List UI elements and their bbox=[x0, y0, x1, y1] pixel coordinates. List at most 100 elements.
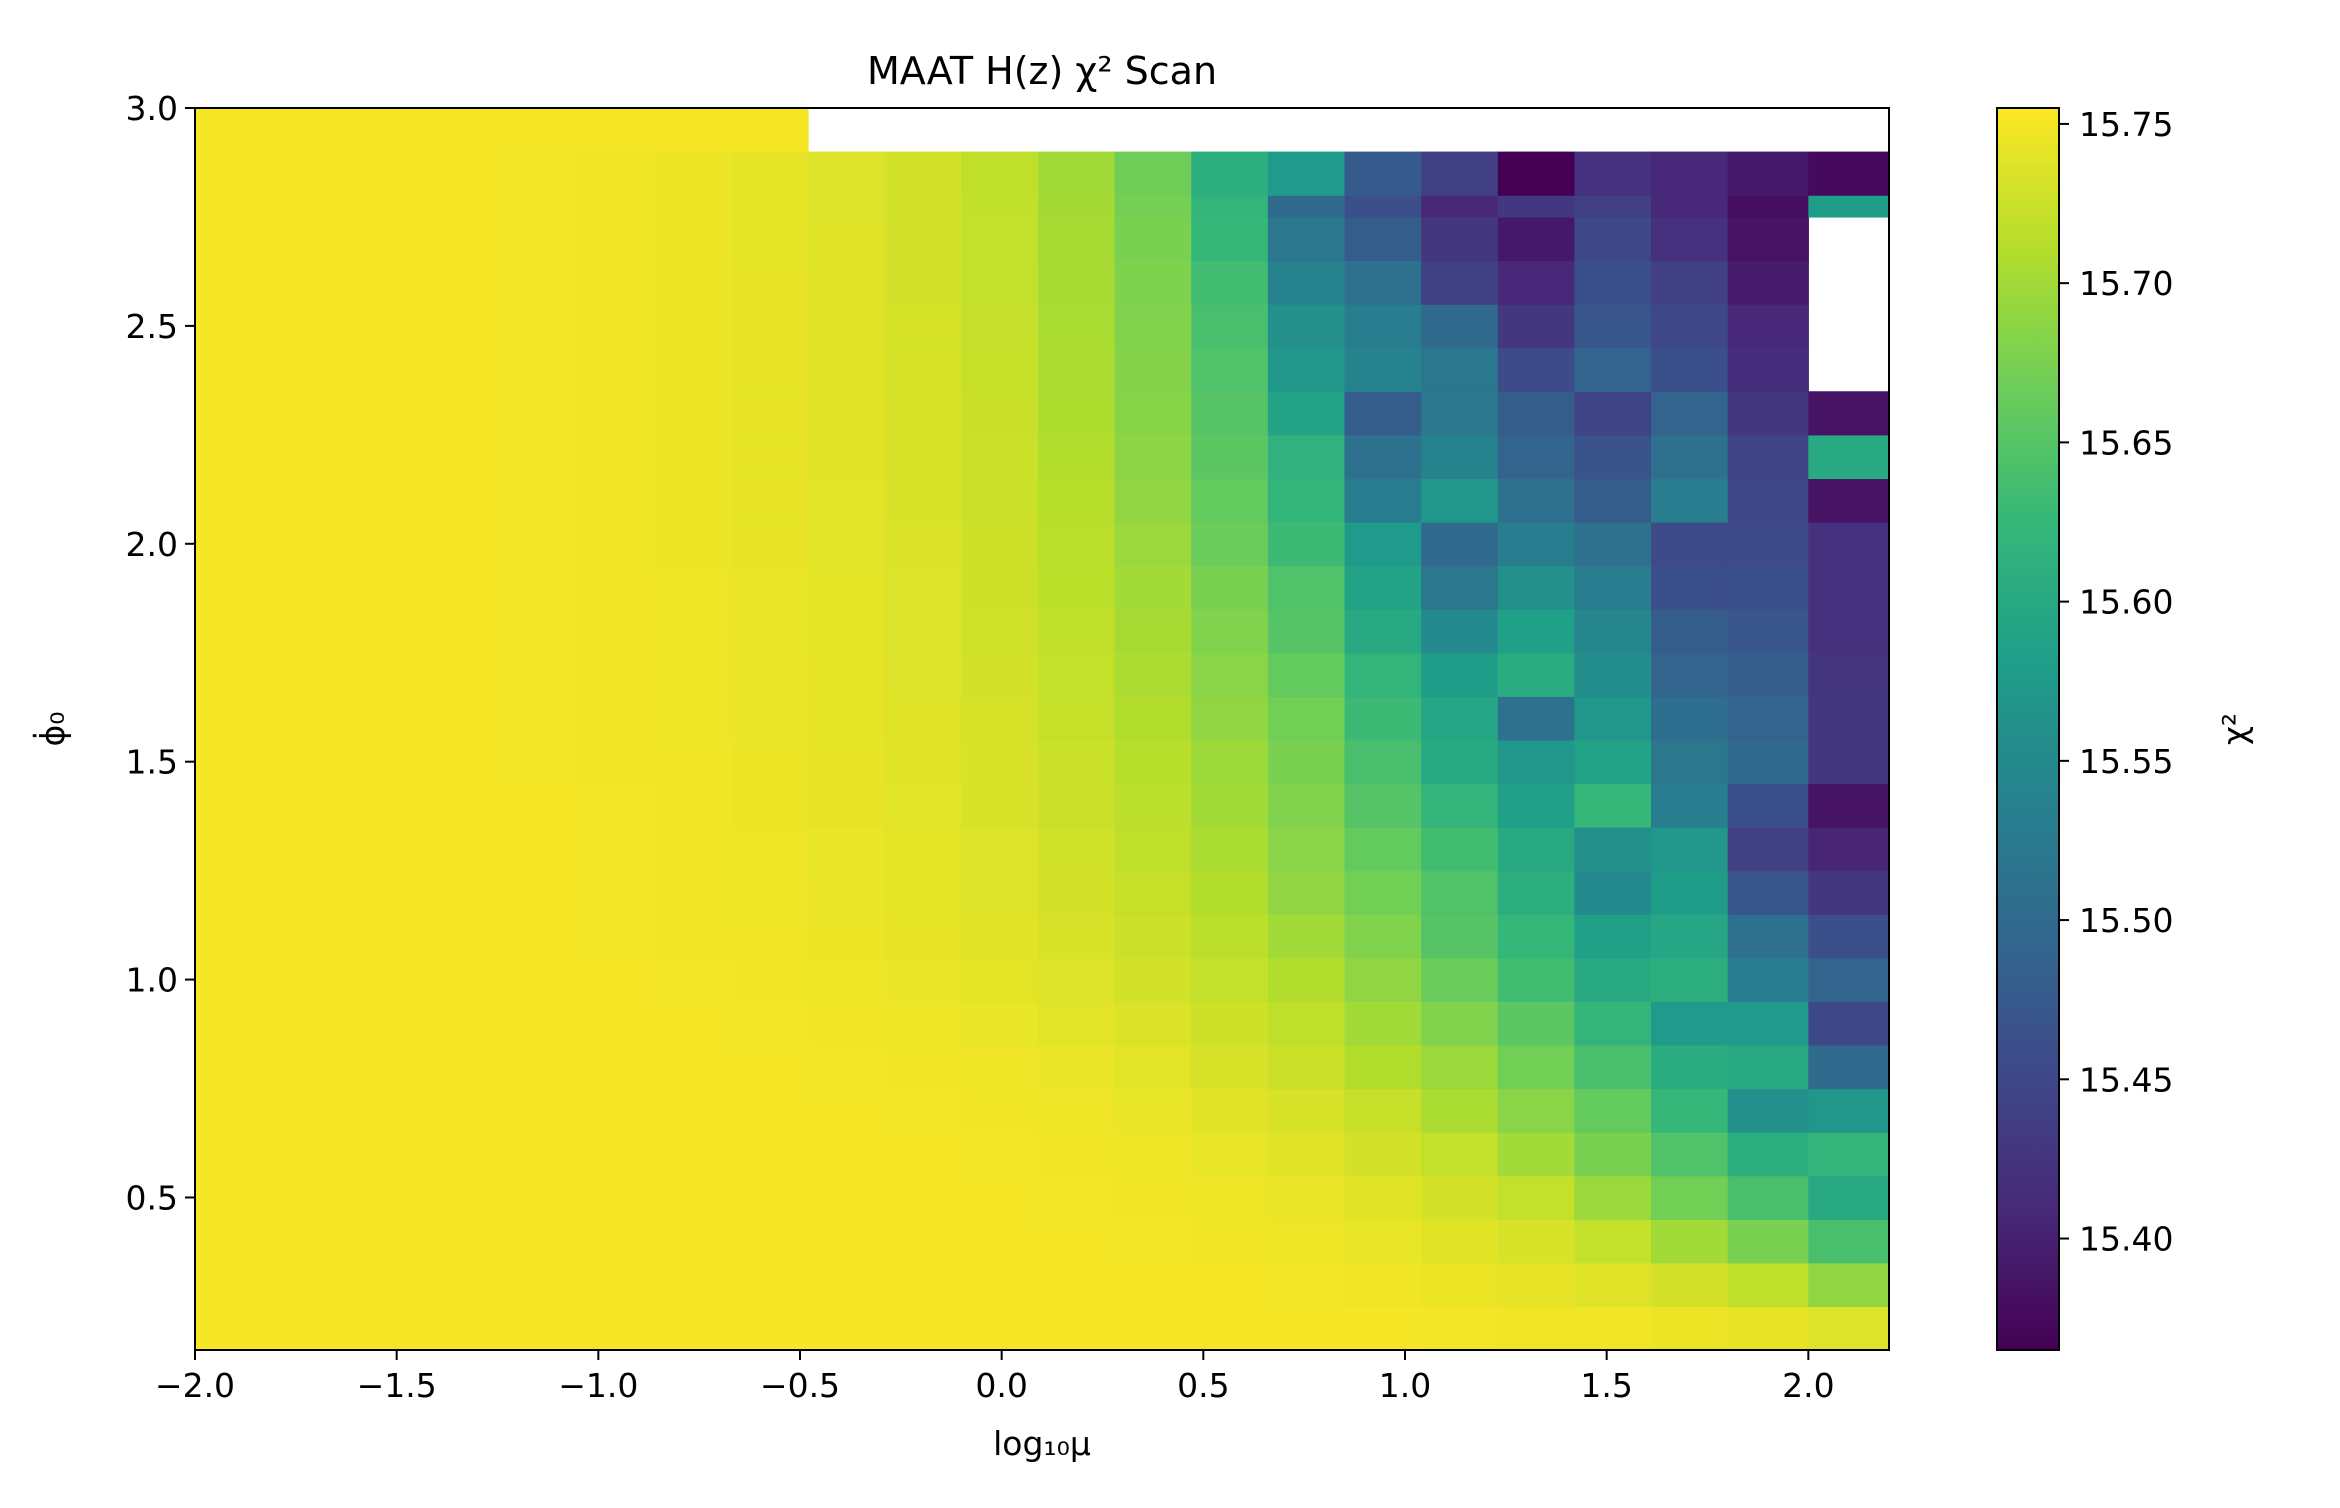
colorbar-label: χ² bbox=[2215, 713, 2254, 745]
heatmap-cell bbox=[1421, 1088, 1499, 1133]
chart-title: MAAT H(z) χ² Scan bbox=[867, 49, 1217, 93]
heatmap-cell bbox=[501, 914, 579, 959]
heatmap-cell bbox=[501, 522, 579, 567]
heatmap-cell bbox=[1497, 522, 1575, 567]
heatmap-cell bbox=[1114, 391, 1192, 436]
heatmap-cell bbox=[1727, 827, 1809, 872]
heatmap-cell bbox=[1727, 914, 1809, 959]
heatmap-cell bbox=[1651, 260, 1729, 305]
heatmap-cell bbox=[1808, 1001, 1890, 1046]
y-tick-label: 1.0 bbox=[126, 961, 178, 1000]
heatmap-cell bbox=[654, 478, 733, 523]
heatmap-cell bbox=[1267, 216, 1346, 262]
heatmap-cell bbox=[1651, 565, 1729, 610]
heatmap-cell bbox=[1727, 783, 1809, 828]
heatmap-cell bbox=[195, 434, 273, 480]
heatmap-cell bbox=[731, 565, 809, 610]
heatmap-cell bbox=[271, 195, 349, 218]
heatmap-cell bbox=[808, 195, 886, 218]
heatmap-cell bbox=[1497, 914, 1575, 959]
heatmap-cell bbox=[348, 827, 426, 872]
heatmap-cell bbox=[1574, 957, 1652, 1002]
heatmap-cell bbox=[271, 478, 349, 523]
heatmap-cell bbox=[884, 1175, 962, 1220]
heatmap-cell bbox=[1344, 151, 1422, 196]
heatmap-cell bbox=[1574, 652, 1652, 697]
heatmap-cell bbox=[195, 565, 273, 610]
heatmap-cell bbox=[424, 1001, 503, 1046]
heatmap-cell bbox=[271, 434, 349, 480]
heatmap-cell bbox=[1191, 652, 1269, 697]
heatmap-cell bbox=[1267, 1306, 1346, 1351]
heatmap-cell bbox=[1574, 391, 1652, 436]
heatmap-cell bbox=[1191, 739, 1269, 785]
heatmap-cell bbox=[1421, 391, 1499, 436]
heatmap-cell bbox=[1727, 1306, 1809, 1351]
heatmap-cell bbox=[808, 347, 886, 392]
heatmap-cell bbox=[195, 347, 273, 392]
heatmap-cell bbox=[348, 1262, 426, 1308]
heatmap-cell bbox=[1651, 1175, 1729, 1220]
heatmap-cell bbox=[424, 478, 503, 523]
heatmap-cell bbox=[731, 1306, 809, 1351]
heatmap-cell bbox=[654, 609, 733, 654]
heatmap-cell bbox=[1808, 434, 1890, 480]
heatmap-cell bbox=[578, 565, 656, 610]
x-tick-label: −1.5 bbox=[357, 1366, 437, 1405]
heatmap-cell bbox=[1037, 1001, 1116, 1046]
heatmap-cell bbox=[961, 1262, 1039, 1308]
y-axis-ticks: 0.5 1.0 1.5 2.0 2.5 3.0 bbox=[126, 89, 195, 1217]
heatmap-cell bbox=[578, 783, 656, 828]
heatmap-cell bbox=[348, 1088, 426, 1133]
heatmap-cell bbox=[731, 696, 809, 741]
heatmap-cell bbox=[1191, 957, 1269, 1002]
heatmap-cell bbox=[1267, 696, 1346, 741]
colorbar-ticks: 15.40 15.45 15.50 15.55 15.60 15.65 15.70 15.75 bbox=[2059, 105, 2173, 1259]
heatmap-cell bbox=[884, 957, 962, 1002]
x-tick-label: 0.5 bbox=[1177, 1366, 1229, 1405]
heatmap-cell bbox=[884, 216, 962, 262]
heatmap-cell bbox=[1267, 478, 1346, 523]
heatmap-cell bbox=[1727, 434, 1809, 480]
heatmap-cell bbox=[578, 652, 656, 697]
colorbar-tick-label: 15.65 bbox=[2079, 423, 2173, 462]
heatmap-cell bbox=[501, 739, 579, 785]
heatmap-cell bbox=[961, 739, 1039, 785]
heatmap-cell bbox=[271, 304, 349, 349]
heatmap-cell bbox=[654, 1219, 733, 1264]
heatmap-cell bbox=[501, 827, 579, 872]
x-tick-label: −0.5 bbox=[760, 1366, 840, 1405]
heatmap-cell bbox=[348, 216, 426, 262]
heatmap-cell bbox=[731, 1262, 809, 1308]
heatmap-cell bbox=[808, 151, 886, 196]
heatmap-cell bbox=[1808, 565, 1890, 610]
heatmap-cell bbox=[1191, 827, 1269, 872]
heatmap-cell bbox=[271, 739, 349, 785]
heatmap-cell bbox=[1114, 1175, 1192, 1220]
heatmap-cell bbox=[1267, 565, 1346, 610]
heatmap-cell bbox=[1574, 827, 1652, 872]
heatmap-cell bbox=[424, 914, 503, 959]
heatmap-cell bbox=[961, 1088, 1039, 1133]
heatmap-cell bbox=[1574, 434, 1652, 480]
heatmap-cell bbox=[1037, 870, 1116, 915]
heatmap-cell bbox=[808, 652, 886, 697]
heatmap-cell bbox=[195, 522, 273, 567]
heatmap-cell bbox=[1727, 609, 1809, 654]
heatmap-cell bbox=[501, 1219, 579, 1264]
heatmap-cell bbox=[1344, 522, 1422, 567]
heatmap-cell bbox=[1574, 783, 1652, 828]
heatmap-cell bbox=[1037, 1044, 1116, 1090]
heatmap-cell bbox=[808, 1175, 886, 1220]
heatmap-cell bbox=[1421, 739, 1499, 785]
heatmap-cell bbox=[1191, 522, 1269, 567]
heatmap-cell bbox=[1727, 151, 1809, 196]
heatmap-cell bbox=[348, 870, 426, 915]
heatmap-cell bbox=[1497, 652, 1575, 697]
heatmap-cell bbox=[808, 478, 886, 523]
heatmap-cell bbox=[348, 434, 426, 480]
heatmap-cell bbox=[501, 696, 579, 741]
heatmap-cell bbox=[424, 609, 503, 654]
heatmap-cell bbox=[884, 1262, 962, 1308]
heatmap-cell bbox=[578, 1088, 656, 1133]
